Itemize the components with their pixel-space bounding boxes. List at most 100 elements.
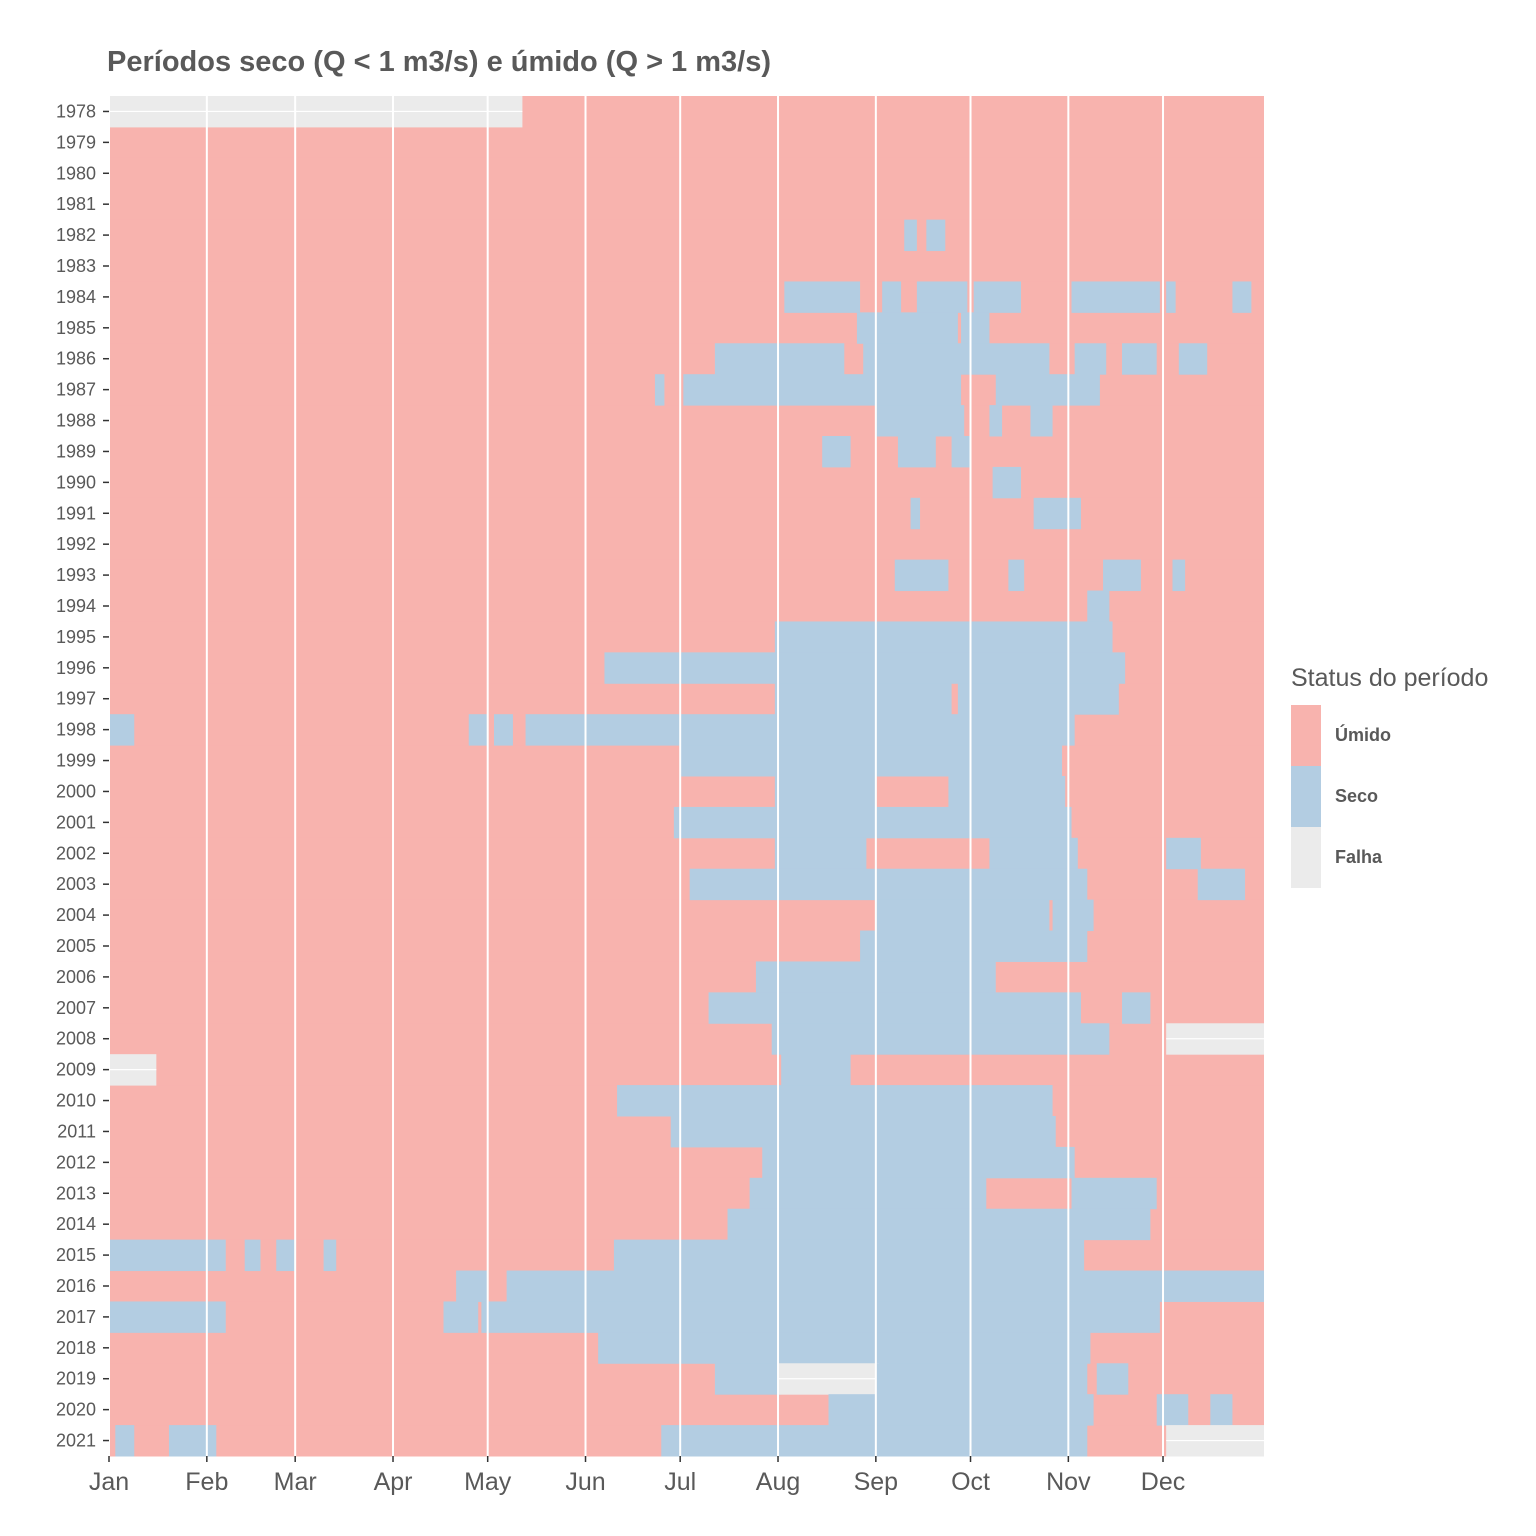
cell-row-2009 [109,1054,1264,1086]
period-seco-1984-8 [1166,281,1176,313]
period-seco-1986-12 [714,343,845,375]
period-seco-1991-27 [910,497,921,530]
cell-row-1989 [109,436,1264,468]
x-tick-label-jun: Jun [565,1468,605,1496]
period-seco-1997-37 [957,683,1119,715]
legend-label-umido: Úmido [1335,725,1391,745]
y-tick-label-2010: 2010 [56,1091,96,1111]
period-seco-1984-9 [1232,281,1252,313]
period-seco-1995-34 [774,621,1113,653]
y-tick-label-2015: 2015 [56,1245,96,1265]
period-seco-2004-52 [1052,899,1094,932]
period-seco-1985-10 [856,312,958,344]
period-seco-2017-76 [481,1301,1160,1333]
cell-row-1990 [109,466,1264,499]
y-tick-label-1989: 1989 [56,441,96,461]
period-seco-2020-84 [1210,1394,1233,1426]
y-tick-label-1995: 1995 [56,627,96,647]
period-seco-1998-39 [468,714,488,746]
x-tick-label-nov: Nov [1046,1468,1091,1496]
cell-row-2000 [109,776,1264,808]
period-seco-2013-65 [1071,1177,1157,1210]
cell-row-1979 [109,126,1264,159]
period-seco-1984-6 [973,281,1022,313]
period-seco-2021-85 [115,1425,135,1457]
y-tick-label-2019: 2019 [56,1369,96,1389]
period-seco-2021-86 [168,1425,217,1457]
y-tick-label-2014: 2014 [56,1214,96,1234]
period-seco-2007-56 [1121,992,1151,1024]
period-seco-2019-81 [1096,1363,1129,1395]
period-seco-2012-63 [762,1146,1075,1179]
cell-row-2005 [109,930,1264,962]
legend-label-falha: Falha [1335,847,1383,867]
legend-key-seco [1291,766,1321,827]
y-tick-label-1987: 1987 [56,380,96,400]
y-tick-label-1978: 1978 [56,101,96,121]
period-seco-2017-75 [443,1301,479,1333]
period-seco-1993-30 [1008,559,1025,592]
y-tick-label-1992: 1992 [56,534,96,554]
legend-key-falha [1291,827,1321,888]
period-seco-1998-38 [109,714,135,746]
y-tick-label-2013: 2013 [56,1183,96,1203]
y-tick-label-1980: 1980 [56,163,96,183]
y-tick-label-1999: 1999 [56,751,96,771]
x-tick-label-apr: Apr [374,1468,413,1496]
cell-row-1986 [109,343,1264,375]
period-seco-2011-62 [670,1116,1056,1148]
cell-row-2019 [109,1363,1264,1395]
period-seco-1984-3 [784,281,861,313]
cell-row-1980 [109,157,1264,190]
y-tick-label-2021: 2021 [56,1431,96,1451]
period-seco-1986-14 [1074,343,1107,375]
cell-row-1993 [109,559,1264,592]
period-seco-1982-2 [926,219,946,252]
period-seco-1984-7 [1071,281,1160,313]
period-seco-2003-49 [689,868,1088,901]
period-seco-2016-73 [506,1270,1265,1302]
period-seco-1994-33 [1087,590,1110,622]
period-seco-1988-21 [989,405,1003,437]
y-tick-label-1986: 1986 [56,349,96,369]
y-tick-label-2011: 2011 [57,1121,96,1141]
y-tick-label-2002: 2002 [56,843,96,863]
y-tick-label-1985: 1985 [56,318,96,338]
period-seco-1989-23 [822,436,851,468]
period-seco-2016-72 [456,1270,488,1302]
period-seco-2009-60 [781,1054,851,1086]
period-seco-2002-47 [989,837,1078,870]
y-tick-label-1981: 1981 [56,194,96,214]
y-tick-label-2005: 2005 [56,936,96,956]
period-seco-2020-83 [1156,1394,1189,1426]
legend-item-umido: Úmido [1291,705,1488,766]
y-tick-label-2000: 2000 [56,781,96,801]
cell-row-1985 [109,312,1264,344]
period-seco-1982-1 [904,219,917,252]
period-seco-1989-24 [897,436,936,468]
period-seco-2010-61 [617,1085,1053,1117]
period-seco-1985-11 [961,312,990,344]
y-tick-label-1998: 1998 [56,720,96,740]
cell-row-1983 [109,250,1264,282]
y-tick-label-1983: 1983 [56,256,96,276]
y-tick-label-2009: 2009 [56,1060,96,1080]
period-seco-1984-5 [916,281,968,313]
cell-row-1988 [109,405,1264,437]
period-seco-1999-42 [680,745,1063,777]
period-seco-2015-69 [276,1239,296,1272]
period-seco-2019-80 [875,1363,1088,1395]
x-tick-label-sep: Sep [854,1468,898,1496]
period-seco-2015-71 [613,1239,1085,1272]
period-seco-2000-43 [774,776,876,808]
period-seco-1989-25 [951,436,971,468]
y-tick-label-1993: 1993 [56,565,96,585]
x-tick-label-oct: Oct [951,1468,990,1496]
y-tick-label-1982: 1982 [56,225,96,245]
period-seco-1991-28 [1033,497,1081,530]
period-seco-1988-20 [875,405,965,437]
period-seco-2018-77 [598,1332,1091,1364]
cell-row-2007 [109,992,1264,1024]
period-seco-1984-4 [882,281,902,313]
y-tick-label-2018: 2018 [56,1338,96,1358]
